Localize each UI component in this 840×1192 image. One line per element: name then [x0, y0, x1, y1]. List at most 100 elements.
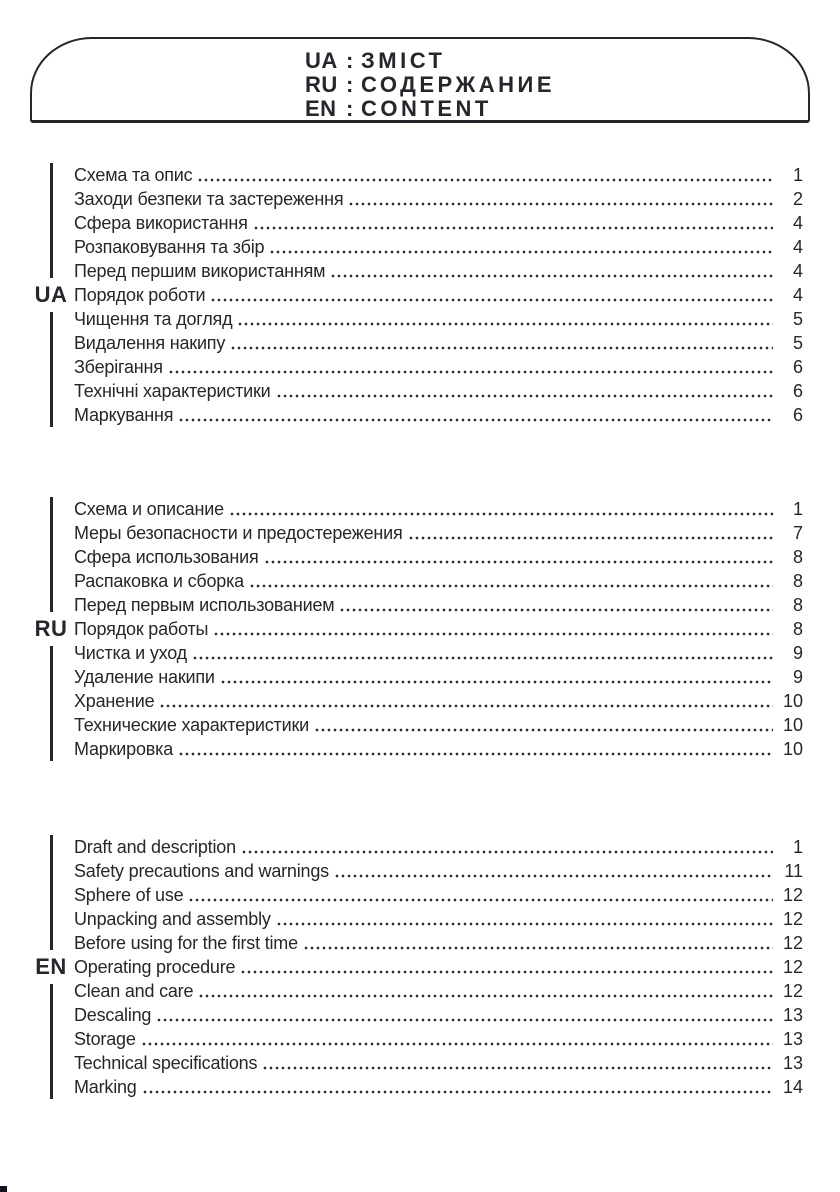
toc-entry-title: Порядок работы	[74, 619, 209, 639]
toc-entry: Порядок работы 8	[74, 617, 803, 641]
toc-entry-title: Схема и описание	[74, 499, 224, 519]
dot-leader	[302, 931, 773, 955]
toc-entry-page: 7	[792, 523, 803, 543]
dot-leader	[237, 307, 773, 331]
toc-entry-title: Удаление накипи	[74, 667, 215, 687]
toc-entry-page: 8	[792, 595, 803, 615]
section-rule-bottom	[49, 984, 53, 1099]
toc-entry: Хранение 10	[74, 689, 803, 713]
section-gutter: UA	[28, 163, 74, 427]
dot-leader	[141, 1075, 773, 1099]
toc-list: Draft and description 1 Safety precautions…	[74, 835, 803, 1099]
toc-entry-title: Sphere of use	[74, 885, 184, 905]
section-rule-bottom	[49, 312, 53, 427]
toc-entry-title: Operating procedure	[74, 957, 236, 977]
header-separator: :	[346, 48, 354, 73]
toc-section-ru: RU Схема и описание 1 Меры безопасности и п…	[28, 497, 803, 761]
toc-entry-page: 12	[782, 909, 803, 929]
header-lang-ru: RU	[305, 72, 338, 97]
dot-leader	[191, 641, 773, 665]
toc-entry-page: 8	[792, 547, 803, 567]
toc-entry-page: 13	[782, 1005, 803, 1025]
toc-entry-title: Технические характеристики	[74, 715, 309, 735]
toc-entry: Draft and description 1	[74, 835, 803, 859]
toc-entry-title: Before using for the first time	[74, 933, 298, 953]
toc-entry-page: 1	[792, 165, 803, 185]
dot-leader	[275, 907, 773, 931]
dot-leader	[210, 283, 773, 307]
dot-leader	[228, 497, 773, 521]
dot-leader	[156, 1003, 773, 1027]
toc-entry-page: 9	[792, 643, 803, 663]
dot-leader	[313, 713, 773, 737]
toc-entry-title: Draft and description	[74, 837, 236, 857]
dot-leader	[198, 979, 773, 1003]
toc-entry: Перед первым использованием 8	[74, 593, 803, 617]
dot-leader	[240, 835, 773, 859]
toc-entry-title: Safety precautions and warnings	[74, 861, 329, 881]
toc-entry-title: Перед першим використанням	[74, 261, 326, 281]
toc-entry-page: 13	[782, 1029, 803, 1049]
toc-entry-page: 12	[782, 981, 803, 1001]
section-rule-top	[49, 835, 53, 950]
toc-entry: Зберігання 6	[74, 355, 803, 379]
toc-entry: Удаление накипи 9	[74, 665, 803, 689]
dot-leader	[140, 1027, 773, 1051]
toc-entry: Видалення накипу 5	[74, 331, 803, 355]
section-language-label: EN	[35, 954, 67, 979]
toc-entry-page: 5	[792, 333, 803, 353]
toc-entry-page: 6	[792, 381, 803, 401]
toc-entry-page: 12	[782, 957, 803, 977]
toc-entry-title: Storage	[74, 1029, 136, 1049]
toc-entry-title: Сфера использования	[74, 547, 259, 567]
toc-entry: Сфера використання 4	[74, 211, 803, 235]
section-language-label: UA	[34, 282, 68, 307]
dot-leader	[275, 379, 773, 403]
dot-leader	[407, 521, 773, 545]
toc-section-en: EN Draft and description 1 Safety precautio…	[28, 835, 803, 1099]
toc-entry-title: Чищення та догляд	[74, 309, 233, 329]
toc-entry-page: 12	[782, 933, 803, 953]
toc-entry: Меры безопасности и предостережения 7	[74, 521, 803, 545]
page-title: UA : ЗМІСТ RU : СОДЕРЖАНИЕ EN : CONTENT	[305, 49, 555, 121]
toc-entry: Descaling 13	[74, 1003, 803, 1027]
toc-entry: Marking 14	[74, 1075, 803, 1099]
dot-leader	[230, 331, 773, 355]
toc-entry: Порядок роботи 4	[74, 283, 803, 307]
scan-artifact	[0, 1186, 7, 1192]
toc-entry: Розпаковування та збір 4	[74, 235, 803, 259]
toc-entry-title: Зберігання	[74, 357, 163, 377]
toc-entry-title: Меры безопасности и предостережения	[74, 523, 403, 543]
header-title-ru: СОДЕРЖАНИЕ	[361, 72, 556, 97]
toc-entry-page: 2	[792, 189, 803, 209]
toc-entry-page: 4	[792, 285, 803, 305]
dot-leader	[167, 355, 773, 379]
toc-entry: Маркировка 10	[74, 737, 803, 761]
toc-entry-page: 1	[792, 837, 803, 857]
toc-entry-page: 12	[782, 885, 803, 905]
section-rule-bottom	[49, 646, 53, 761]
header-lang-ua: UA	[305, 48, 338, 73]
toc-entry: Технические характеристики 10	[74, 713, 803, 737]
toc-entry: Распаковка и сборка 8	[74, 569, 803, 593]
toc-entry-page: 13	[782, 1053, 803, 1073]
toc-entry-page: 10	[782, 739, 803, 759]
toc-entry: Safety precautions and warnings 11	[74, 859, 803, 883]
toc-entry-page: 4	[792, 237, 803, 257]
toc-entry-title: Распаковка и сборка	[74, 571, 244, 591]
toc-entry-title: Схема та опис	[74, 165, 193, 185]
section-gutter: RU	[28, 497, 74, 761]
toc-entry-title: Хранение	[74, 691, 155, 711]
toc-entry: Before using for the first time 12	[74, 931, 803, 955]
dot-leader	[178, 403, 773, 427]
toc-entry-page: 6	[792, 357, 803, 377]
toc-entry-page: 9	[792, 667, 803, 687]
header-line-ru: RU : СОДЕРЖАНИЕ	[305, 73, 555, 97]
dot-leader	[213, 617, 773, 641]
section-rule-top	[49, 163, 53, 278]
toc-section-ua: UA Схема та опис 1 Заходи безпеки та застер…	[28, 163, 803, 427]
toc-entry-title: Технічні характеристики	[74, 381, 271, 401]
toc-list: Схема и описание 1 Меры безопасности и пре…	[74, 497, 803, 761]
toc-entry-page: 10	[782, 715, 803, 735]
dot-leader	[197, 163, 773, 187]
